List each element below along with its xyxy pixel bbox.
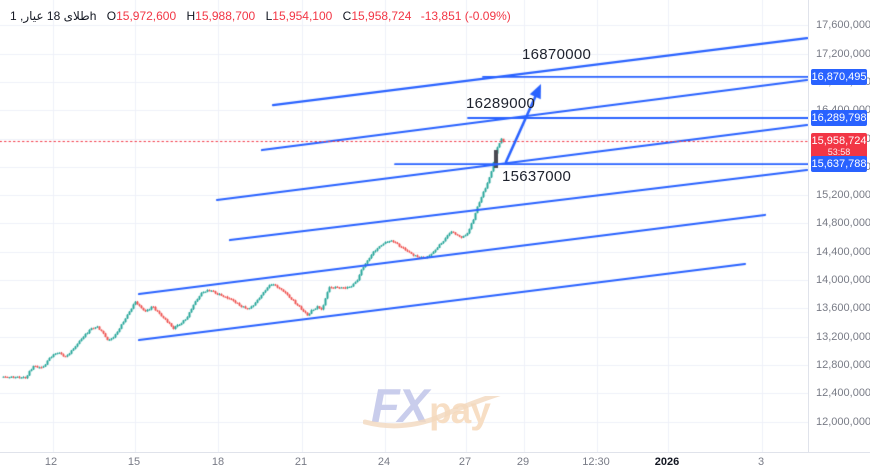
time-tick-label: 18 <box>211 456 225 468</box>
time-tick-label: 15 <box>127 456 141 468</box>
target-label-15637000[interactable]: 15637000 <box>502 168 572 185</box>
symbol-title[interactable]: طلای 18 عیار, 1h <box>10 9 97 23</box>
price-tick-label: 12,000,000 <box>816 415 870 428</box>
time-tick-label: 24 <box>377 456 391 468</box>
price-axis[interactable]: 17,600,00017,200,00016,800,00016,400,000… <box>808 0 870 452</box>
price-line-badge-16870495: 16,870,495 <box>811 68 867 85</box>
price-tick-label: 14,000,000 <box>816 274 870 286</box>
price-tick-label: 12,800,000 <box>816 358 870 371</box>
candlestick-chart[interactable] <box>0 0 808 452</box>
time-tick-label: 2026 <box>654 456 680 468</box>
close-value: 15,958,724 <box>351 9 412 23</box>
time-axis[interactable]: 12 15 18 21 24 27 29 12:30 2026 3 <box>0 452 870 472</box>
current-price-value: 15,958,724 <box>811 135 867 148</box>
price-line-badge-15637788: 15,637,788 <box>811 156 867 173</box>
high-value: 15,988,700 <box>195 9 256 23</box>
open-value: 15,972,600 <box>116 9 177 23</box>
current-price-badge: 15,958,724 53:58 <box>811 133 867 161</box>
price-tick-label: 13,200,000 <box>816 330 870 343</box>
price-tick-label: 14,400,000 <box>816 245 870 258</box>
time-tick-label: 12 <box>44 456 58 468</box>
bar-countdown: 53:58 <box>827 147 851 158</box>
price-tick-label: 17,200,000 <box>816 47 870 60</box>
time-tick-label: 3 <box>757 456 765 468</box>
price-tick-label: 14,800,000 <box>816 217 870 230</box>
time-tick-label: 21 <box>294 456 308 468</box>
low-label: L <box>265 9 273 23</box>
low-value: 15,954,100 <box>272 9 333 23</box>
price-line-badge-16289798: 16,289,798 <box>811 109 867 126</box>
price-tick-label: 17,600,000 <box>816 19 870 32</box>
high-label: H <box>186 9 196 23</box>
price-tick-label: 13,600,000 <box>816 302 870 315</box>
time-tick-label: 29 <box>516 456 530 468</box>
target-label-16870000[interactable]: 16870000 <box>522 46 592 63</box>
price-tick-label: 15,200,000 <box>816 189 870 202</box>
change-value: -13,851 (-0.09%) <box>420 9 511 23</box>
time-tick-label: 27 <box>458 456 472 468</box>
time-tick-label: 12:30 <box>582 456 610 468</box>
open-label: O <box>106 9 117 23</box>
ohlc-legend: طلای 18 عیار, 1h O15,972,600 H15,988,700… <box>10 8 511 24</box>
close-label: C <box>342 9 352 23</box>
target-label-16289000[interactable]: 16289000 <box>466 95 536 112</box>
price-tick-label: 12,400,000 <box>816 387 870 400</box>
